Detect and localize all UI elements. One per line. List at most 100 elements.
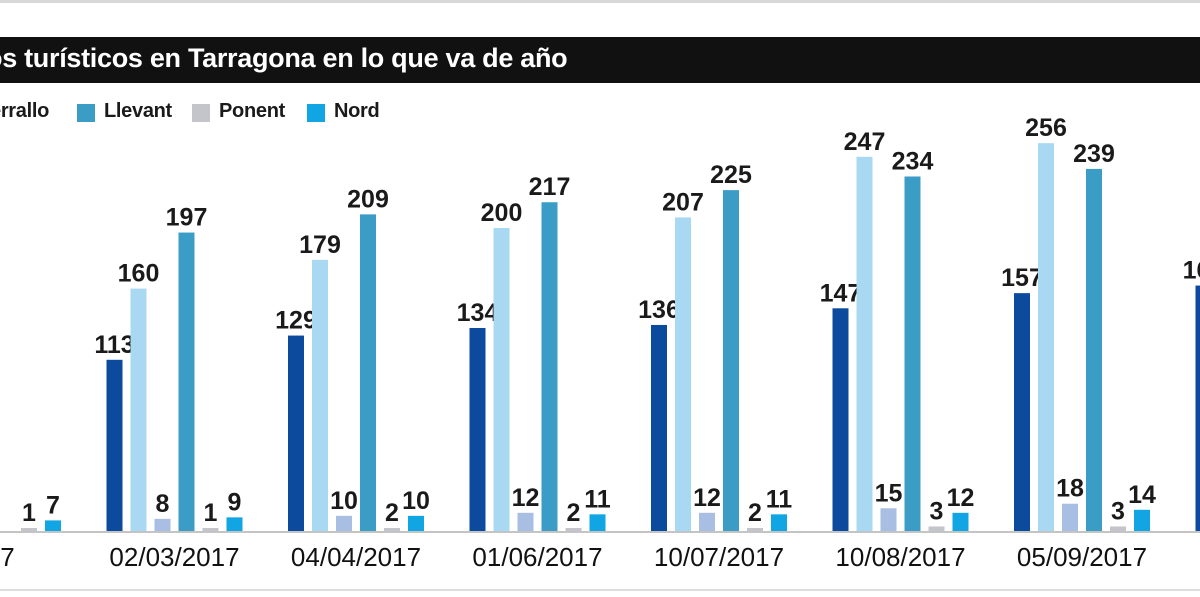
legend-label-nord: Nord: [334, 100, 380, 122]
bar-group: 147 247 15 234 3 12 10/08/2017: [820, 128, 975, 572]
bar: [384, 527, 400, 531]
bar: [1195, 285, 1200, 531]
x-tick-label: 10/07/2017: [654, 542, 784, 572]
bar-value-label: 10: [330, 487, 358, 515]
x-tick-label: 04/04/2017: [291, 542, 421, 572]
legend: errallo Llevant Ponent Nord: [0, 100, 1200, 124]
bar-value-label: 225: [710, 161, 752, 189]
bar: [408, 515, 424, 531]
bar-value-label: 2: [748, 499, 762, 527]
bar-value-label: 1: [204, 499, 218, 527]
bar-value-label: 247: [844, 128, 886, 156]
bar: [1014, 293, 1030, 531]
bar-group: 17 017: [0, 491, 61, 572]
bar-value-label: 9: [228, 488, 242, 516]
bar-value-label: 113: [94, 331, 134, 359]
bar: [493, 228, 510, 531]
bar-group: 157 256 18 239 314 05/09/2017: [1001, 114, 1156, 572]
bar: [178, 232, 195, 532]
bar: [226, 517, 243, 531]
bar: [469, 327, 486, 531]
x-tick-label: 10/08/2017: [835, 542, 965, 572]
bar-value-label: 2: [385, 499, 399, 527]
bar-value-label: 11: [584, 485, 611, 513]
bar-value-label: 162: [1183, 257, 1200, 285]
bar-value-label: 207: [662, 188, 704, 216]
legend-swatch-ponent: [192, 104, 210, 122]
bar: [747, 527, 763, 531]
bar: [904, 176, 921, 532]
bar-value-label: 179: [299, 231, 341, 259]
bar: [675, 217, 691, 531]
bar: [1038, 143, 1054, 531]
bar: [541, 202, 558, 531]
legend-swatch-nord: [307, 104, 325, 122]
bar-value-label: 157: [1001, 264, 1043, 292]
bar: [45, 520, 61, 531]
bar: [699, 512, 715, 531]
bar-value-label: 200: [481, 199, 523, 227]
bar: [106, 359, 123, 531]
bar-value-label: 239: [1073, 140, 1115, 168]
bar: [312, 259, 328, 531]
bar: [832, 308, 849, 531]
bar-value-label: 18: [1056, 475, 1084, 503]
x-tick-label: 01/06/2017: [472, 542, 602, 572]
bar: [1062, 503, 1078, 531]
bar-value-label: 12: [947, 484, 975, 512]
chart-title: os turísticos en Tarragona en lo que va …: [0, 43, 568, 73]
bar-group: 1622503/: [1183, 257, 1200, 531]
bar: [202, 528, 219, 531]
bar: [1110, 526, 1126, 531]
legend-label-errallo: errallo: [0, 100, 50, 122]
bar: [154, 518, 171, 531]
x-tick-label: 05/09/2017: [1017, 542, 1147, 572]
bar: [928, 526, 945, 531]
x-tick-label: 017: [0, 542, 15, 572]
bar: [130, 288, 147, 531]
bar: [1134, 509, 1150, 531]
bar-value-label: 3: [1111, 497, 1125, 525]
bar-value-label: 7: [46, 491, 60, 519]
bar: [360, 214, 376, 532]
legend-swatch-llevant: [77, 104, 95, 122]
bar-value-label: 11: [766, 485, 793, 513]
bar-group: 113 160 8 197 1 9 02/03/2017: [94, 204, 243, 572]
bar-group: 134 200 12 217 2 11 01/06/2017: [457, 173, 611, 572]
bar-value-label: 197: [166, 204, 208, 232]
bar: [723, 190, 739, 531]
bar: [952, 512, 969, 531]
bar-group: 136 207 12 225 2 11 10/07/2017: [638, 161, 792, 572]
bar: [21, 528, 37, 531]
bar-value-label: 256: [1025, 114, 1067, 142]
bar-value-label: 3: [930, 497, 944, 525]
bar-value-label: 136: [638, 296, 680, 324]
legend-label-ponent: Ponent: [219, 100, 285, 122]
bar: [336, 515, 352, 531]
bar: [771, 514, 787, 531]
bar-value-label: 217: [529, 173, 571, 201]
bar-value-label: 160: [118, 260, 160, 288]
bar: [880, 508, 897, 531]
bar-value-label: 15: [875, 479, 903, 507]
legend-label-llevant: Llevant: [104, 100, 172, 122]
top-rule: [0, 0, 1200, 3]
bar: [589, 514, 606, 531]
bar: [288, 335, 304, 531]
bar-value-label: 2: [567, 499, 581, 527]
bar-value-label: 12: [693, 484, 721, 512]
bar-value-label: 129: [275, 307, 317, 335]
bar-value-label: 14: [1128, 481, 1156, 509]
bar-value-label: 147: [820, 279, 862, 307]
x-tick-label: 02/03/2017: [109, 542, 239, 572]
bar-value-label: 1: [22, 499, 36, 527]
bar-value-label: 209: [347, 185, 389, 213]
bar-value-label: 10: [402, 487, 430, 515]
bar: [856, 156, 873, 532]
bar-value-label: 134: [457, 299, 499, 327]
bar-value-label: 8: [156, 490, 170, 518]
bar-value-label: 234: [892, 147, 934, 175]
bar: [517, 512, 534, 531]
